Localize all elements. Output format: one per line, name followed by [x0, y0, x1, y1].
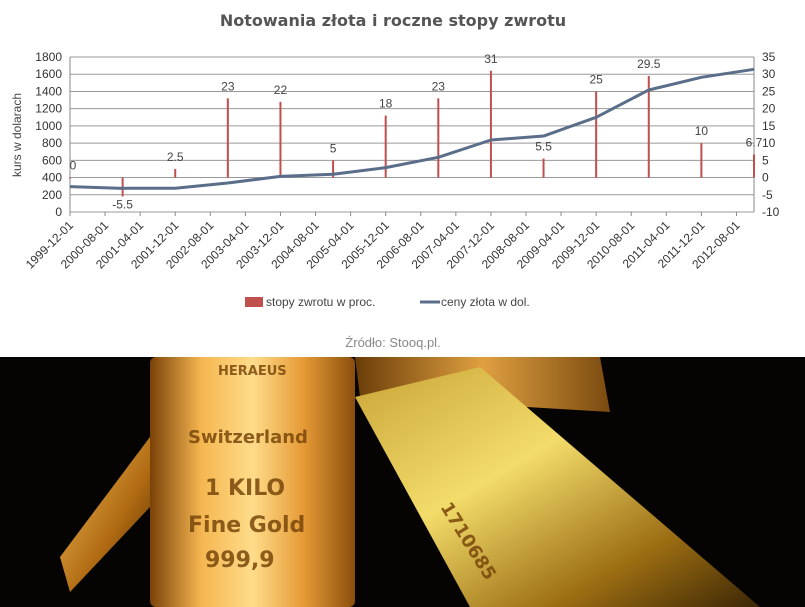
y-tick-label: 1000 [35, 119, 62, 133]
bar-data-label: 2.5 [167, 150, 184, 164]
bar-data-label: 18 [379, 97, 393, 111]
y2-tick-label: 10 [762, 136, 776, 150]
return-bar [489, 70, 492, 178]
photo-lettering-country: Switzerland [188, 427, 308, 448]
return-bar [384, 115, 387, 178]
y-tick-label: 400 [42, 171, 62, 185]
bar-data-label: 23 [432, 79, 446, 93]
y2-tick-label: 5 [762, 153, 769, 167]
chart-title: Notowania złota i roczne stopy zwrotu [220, 11, 566, 30]
y-tick-label: 1800 [35, 50, 62, 64]
y-tick-label: 200 [42, 188, 62, 202]
y2-tick-label: 20 [762, 102, 776, 116]
x-axis-ticks: 1999-12-012000-08-012001-04-012001-12-01… [23, 218, 743, 272]
y-tick-label: 800 [42, 136, 62, 150]
legend-swatch-returns [245, 297, 263, 307]
return-bar [279, 101, 282, 178]
return-bar [226, 98, 229, 178]
y-tick-label: 1400 [35, 84, 62, 98]
bar-data-label: 10 [695, 124, 709, 138]
return-bar [332, 160, 335, 178]
bar-data-label: 6.7 [746, 135, 763, 149]
source-note: Źródło: Stooq.pl. [345, 335, 440, 350]
bar-data-label: -5.5 [112, 198, 133, 212]
bar-data-label: 5.5 [535, 140, 552, 154]
legend-label-returns: stopy zwrotu w proc. [266, 295, 375, 309]
y-axis-label: kurs w dolarach [10, 93, 24, 177]
photo-lettering-fine: Fine Gold [188, 513, 305, 538]
return-bar [437, 98, 440, 178]
left-axis-ticks: 0 200 400 600 800 1000 1200 1400 1600 1800 [35, 50, 62, 219]
bar-data-labels: 0 -5.5 2.5 23 22 5 18 23 31 5.5 25 29.5 10 6.7 [70, 52, 763, 212]
legend: stopy zwrotu w proc. ceny złota w dol. [245, 295, 530, 309]
y-tick-label: 1600 [35, 67, 62, 81]
right-axis-ticks: -10 -5 0 5 10 15 20 25 30 35 [762, 50, 780, 219]
return-bar [700, 143, 703, 178]
gold-bars-photo: HERAEUS Switzerland 1 KILO Fine Gold 999… [0, 357, 805, 607]
gold-chart: Notowania złota i roczne stopy zwrotu 0-… [10, 11, 780, 350]
return-bar [647, 75, 650, 178]
return-bar [595, 91, 598, 178]
bar-data-label: 25 [589, 72, 603, 86]
y-tick-label: 600 [42, 153, 62, 167]
y2-tick-label: 0 [762, 171, 769, 185]
photo-lettering-heraeus: HERAEUS [218, 364, 287, 379]
return-bar [542, 158, 545, 178]
bar-data-label: 5 [330, 141, 337, 155]
gridlines [69, 56, 755, 216]
y-tick-label: 1200 [35, 102, 62, 116]
photo-lettering-purity: 999,9 [205, 548, 275, 573]
return-bar [753, 154, 755, 178]
bar-data-label: 31 [484, 52, 498, 66]
bar-data-label: 0 [70, 159, 77, 173]
bar-data-label: 29.5 [637, 57, 661, 71]
legend-label-price: ceny złota w dol. [441, 295, 530, 309]
y2-tick-label: -5 [762, 188, 773, 202]
return-bar [174, 168, 177, 178]
bar-data-label: 23 [221, 79, 235, 93]
y2-tick-label: 25 [762, 84, 776, 98]
y2-tick-label: 35 [762, 50, 776, 64]
y2-tick-label: 30 [762, 67, 776, 81]
y2-tick-label: 15 [762, 119, 776, 133]
photo-lettering-weight: 1 KILO [205, 476, 285, 501]
gold-price-line [69, 67, 755, 190]
return-bar [69, 177, 71, 179]
bar-data-label: 22 [274, 83, 288, 97]
y-tick-label: 0 [55, 205, 62, 219]
y2-tick-label: -10 [762, 205, 780, 219]
